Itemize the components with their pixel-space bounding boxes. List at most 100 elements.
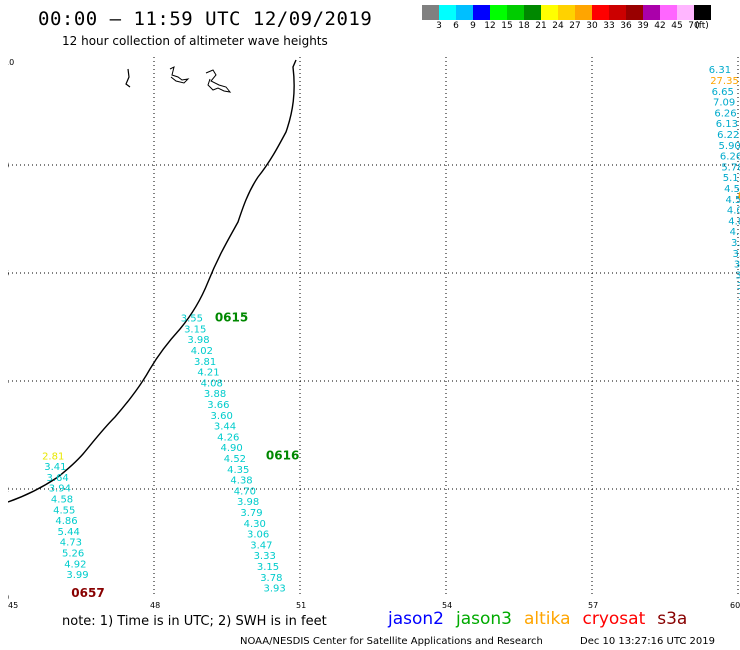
legend-label: 39: [637, 21, 649, 31]
y-tick-label: 10: [8, 58, 14, 67]
y-tick-label: 8: [8, 161, 9, 170]
wave-height-label: 4.26: [217, 432, 239, 443]
pass-time-label: 01: [738, 189, 740, 203]
wave-height-label: 4.55: [53, 505, 75, 516]
map-grid: [8, 57, 740, 597]
wave-height-label: 3.55: [181, 314, 203, 325]
wave-height-label: 7.09: [713, 98, 735, 109]
page-subtitle: 12 hour collection of altimeter wave hei…: [62, 34, 328, 48]
wave-height-label: 4.53: [724, 184, 740, 195]
satellite-legend: jason2 jason3 altika cryosat s3a: [388, 609, 699, 629]
x-tick-label: 51: [296, 601, 306, 609]
legend-swatch: [592, 5, 609, 20]
legend-swatch: [524, 5, 541, 20]
legend-label: 45: [671, 21, 683, 31]
wave-height-label: 5.44: [58, 527, 80, 538]
wave-height-label: 5.26: [62, 549, 84, 560]
legend-label: 70: [688, 21, 700, 31]
wave-height-label: 6.13: [716, 119, 738, 130]
pass-time-label: 0657: [71, 586, 104, 600]
wave-height-label: 3.64: [46, 473, 68, 484]
legend-label: 36: [620, 21, 632, 31]
wave-height-label: 4.90: [220, 443, 242, 454]
legend-label: 9: [470, 21, 476, 31]
wave-height-label: 27.35: [710, 76, 739, 87]
wave-height-label: 3.93: [264, 584, 286, 595]
legend-label: 12: [484, 21, 496, 31]
y-tick-label: 6: [8, 269, 9, 278]
legend-swatch: [609, 5, 626, 20]
track-left: 2.813.413.643.944.584.554.865.444.735.26…: [42, 451, 105, 600]
legend-swatch: [677, 5, 694, 20]
wave-height-label: 4.21: [197, 368, 219, 379]
wave-height-label: 4.05: [727, 206, 740, 217]
legend-swatch: [456, 5, 473, 20]
wave-height-label: 4.57: [725, 195, 740, 206]
legend-label: 18: [518, 21, 530, 31]
legend-swatch: [439, 5, 456, 20]
legend-swatch: [575, 5, 592, 20]
wave-height-label: 4.84: [728, 216, 740, 227]
wave-height-label: 4.70: [234, 486, 256, 497]
wave-height-label: 3.15: [184, 324, 206, 335]
satellite-legend-item: s3a: [657, 609, 688, 629]
wave-height-label: 2.81: [42, 451, 64, 462]
coastline-path: [8, 59, 297, 503]
color-legend: 3 6 9 12 15 18 21 24 27 30 33 36 39 42 45 70 (ft): [422, 5, 740, 34]
y-tick-label: 2: [8, 485, 9, 494]
wave-height-label: 3.86: [737, 281, 740, 292]
legend-swatch: [422, 5, 439, 20]
legend-label: 42: [654, 21, 666, 31]
wave-height-label: 4.92: [64, 559, 86, 570]
wave-height-label: 4.86: [55, 516, 77, 527]
satellite-legend-item: cryosat: [582, 609, 646, 629]
wave-height-label: 4.30: [244, 519, 266, 530]
wave-height-label: 3.66: [207, 400, 229, 411]
legend-label: 6: [453, 21, 459, 31]
wave-height-label: 5.11: [723, 173, 740, 184]
wave-height-label: 6.31: [709, 65, 731, 76]
wave-height-label: 3.33: [254, 551, 276, 562]
track-right: 6.3127.356.657.096.266.136.225.906.265.7…: [709, 65, 740, 314]
wave-height-label: 3.94: [49, 484, 71, 495]
x-tick-label: 48: [150, 601, 160, 609]
wave-height-label: 3.47: [250, 540, 272, 551]
wave-height-label: 4.08: [201, 378, 223, 389]
satellite-tracks: 2.813.413.643.944.584.554.865.444.735.26…: [42, 65, 740, 600]
pass-time-label: 0615: [215, 311, 248, 325]
wave-height-label: 3.78: [260, 573, 282, 584]
legend-swatch: [473, 5, 490, 20]
generated-timestamp: Dec 10 13:27:16 UTC 2019: [580, 636, 715, 647]
wave-height-label: 3.98: [237, 497, 259, 508]
y-tick-label: 0: [8, 593, 9, 602]
x-tick-label: 60: [730, 601, 740, 609]
satellite-legend-item: jason3: [456, 609, 512, 629]
axis-ticks: 45 48 51 54 57 60 0 2 4 6 8 10: [8, 58, 740, 609]
wave-height-label: 4.38: [230, 476, 252, 487]
island-shape: [125, 68, 131, 88]
legend-label: 30: [586, 21, 598, 31]
legend-swatch: [626, 5, 643, 20]
credit-line: NOAA/NESDIS Center for Satellite Applica…: [240, 636, 543, 647]
wave-height-label: 3.99: [66, 570, 88, 581]
wave-height-label: 3.79: [240, 508, 262, 519]
wave-height-label: 3.76: [731, 238, 740, 249]
legend-swatch: [507, 5, 524, 20]
wave-height-label: 4.73: [60, 538, 82, 549]
track-middle: 3.553.153.984.023.814.214.083.883.663.60…: [181, 311, 300, 595]
wave-height-label: 3.60: [211, 411, 233, 422]
legend-labels: 3 6 9 12 15 18 21 24 27 30 33 36 39 42 45 70 (ft): [422, 20, 740, 34]
legend-swatch: [490, 5, 507, 20]
wave-height-map: 45 48 51 54 57 60 0 2 4 6 8 10 2.813.413.643.944.58…: [8, 57, 740, 609]
wave-height-label: 3.98: [187, 335, 209, 346]
wave-height-label: 3.82: [735, 270, 740, 281]
x-tick-label: 57: [588, 601, 598, 609]
legend-label: 15: [501, 21, 513, 31]
wave-height-label: 4.35: [227, 465, 249, 476]
wave-height-label: 3.83: [732, 249, 740, 260]
legend-swatch: [694, 5, 711, 20]
legend-label: (ft): [695, 21, 709, 31]
legend-label: 21: [535, 21, 547, 31]
wave-height-label: 3.88: [204, 389, 226, 400]
legend-swatch: [643, 5, 660, 20]
